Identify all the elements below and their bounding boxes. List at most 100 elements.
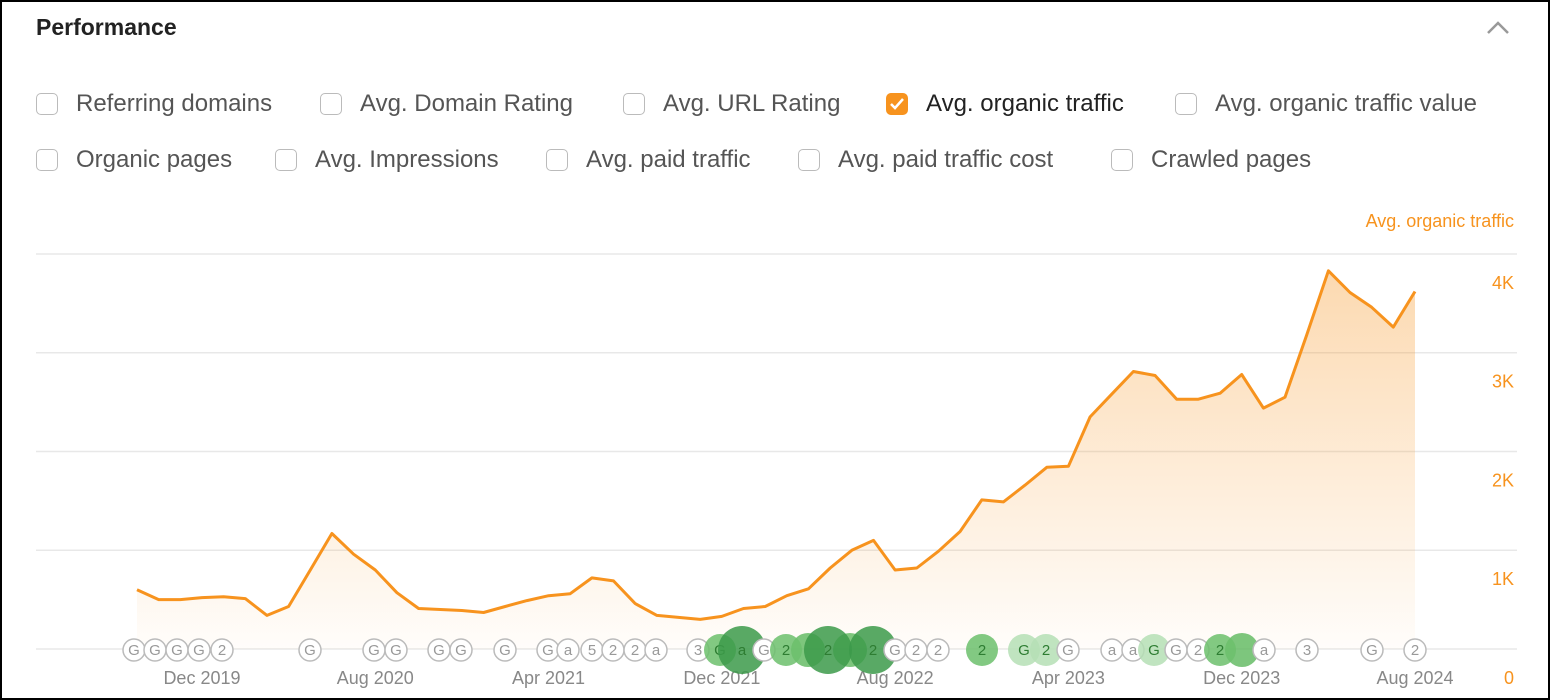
x-tick-label: Apr 2021 [512,668,585,688]
x-tick-label: Dec 2019 [163,668,240,688]
checkbox-box[interactable] [1175,93,1197,115]
annotation-label: 2 [978,642,986,659]
annotation-label: G [889,642,901,659]
annotation-label: 5 [588,642,596,659]
checkbox[interactable]: Avg. organic traffic [886,90,1124,118]
annotation-label: G [1366,642,1378,659]
checkbox-box[interactable] [546,149,568,171]
x-tick-label: Aug 2024 [1376,668,1453,688]
y-tick-label: 0 [1504,668,1514,688]
checkbox[interactable]: Avg. paid traffic cost [798,146,1053,174]
annotation-marker [187,638,211,662]
axis-title: Avg. organic traffic [1366,211,1514,231]
annotation-marker [1295,638,1319,662]
annotation-marker [298,638,322,662]
checkbox[interactable]: Avg. Impressions [275,146,499,174]
checkbox[interactable]: Referring domains [36,90,272,118]
x-tick-label: Apr 2023 [1032,668,1105,688]
annotation-marker [1030,634,1062,666]
annotation-label: 3 [1303,642,1311,659]
x-tick-label: Dec 2023 [1203,668,1280,688]
y-tick-label: 3K [1492,372,1514,392]
annotation-label: 2 [824,642,832,659]
checkbox-box[interactable] [320,93,342,115]
annotation-marker [384,638,408,662]
annotation-label: G [1170,642,1182,659]
checkbox-label: Avg. paid traffic [586,146,751,173]
annotation-label: 2 [218,642,226,659]
checkbox-box[interactable] [275,149,297,171]
annotation-marker [1138,634,1170,666]
checkbox[interactable]: Avg. paid traffic [546,146,751,174]
annotation-marker [770,634,802,666]
annotation-label: a [738,642,747,659]
checkbox-label: Organic pages [76,146,233,173]
annotation-label: G [368,642,380,659]
annotation-label: G [304,642,316,659]
annotation-label: 2 [912,642,920,659]
annotation-label: 2 [1411,642,1419,659]
annotation-marker [493,638,517,662]
annotation-marker [804,626,852,674]
checkbox[interactable]: Avg. URL Rating [623,90,840,118]
annotation-label: G [193,642,205,659]
annotation-marker [718,626,766,674]
x-tick-label: Aug 2020 [337,668,414,688]
annotation-label: 2 [869,642,877,659]
checkbox-box[interactable] [1111,149,1133,171]
annotation-label: 2 [934,642,942,659]
annotation-marker [1360,638,1384,662]
annotation-marker [556,638,580,662]
annotation-label: G [499,642,511,659]
area-fill [137,270,1415,649]
annotation-label: 3 [694,642,702,659]
annotation-label: G [171,642,183,659]
annotation-marker [849,626,897,674]
annotation-label: 2 [1042,642,1050,659]
annotation-label: G [455,642,467,659]
checkbox-label: Avg. Impressions [315,146,499,173]
annotation-marker [1056,638,1080,662]
line [136,269,1417,621]
y-tick-label: 2K [1492,470,1514,490]
annotation-marker [966,634,998,666]
annotation-marker [1008,634,1040,666]
annotation-marker [1204,634,1236,666]
annotation-marker [926,638,950,662]
y-tick-label: 4K [1492,273,1514,293]
annotation-label: G [1062,642,1074,659]
annotation-marker [449,638,473,662]
checkbox-box[interactable] [623,93,645,115]
collapse-chevron[interactable] [1487,21,1509,34]
checkbox-label: Avg. Domain Rating [360,90,573,117]
checkbox-label: Avg. organic traffic value [1215,90,1477,117]
checkbox-box[interactable] [886,93,908,115]
checkbox-box[interactable] [36,93,58,115]
checkbox-box[interactable] [798,149,820,171]
annotation-marker [1403,638,1427,662]
annotation-label: a [1108,642,1117,659]
checkbox[interactable]: Avg. organic traffic value [1175,90,1477,118]
checkbox-box[interactable] [36,149,58,171]
annotation-label: a [1129,642,1138,659]
annotation-label: 2 [1194,642,1202,659]
checkbox-label: Referring domains [76,90,273,117]
checkbox-label: Crawled pages [1151,146,1312,173]
annotation-label: G [542,642,554,659]
check-icon [890,98,904,110]
annotation-label: a [564,642,573,659]
annotation-label: G [1018,642,1030,659]
checkbox[interactable]: Crawled pages [1111,146,1311,174]
checkbox-label: Avg. URL Rating [663,90,841,117]
y-tick-label: 1K [1492,569,1514,589]
checkbox-label: Avg. paid traffic cost [838,146,1054,173]
panel-title: Performance [36,14,177,40]
checkbox[interactable]: Organic pages [36,146,232,174]
annotation-label: G [758,642,770,659]
annotation-label: G [149,642,161,659]
annotation-label: G [433,642,445,659]
checkbox[interactable]: Avg. Domain Rating [320,90,573,118]
annotation-label: 2 [1216,642,1224,659]
